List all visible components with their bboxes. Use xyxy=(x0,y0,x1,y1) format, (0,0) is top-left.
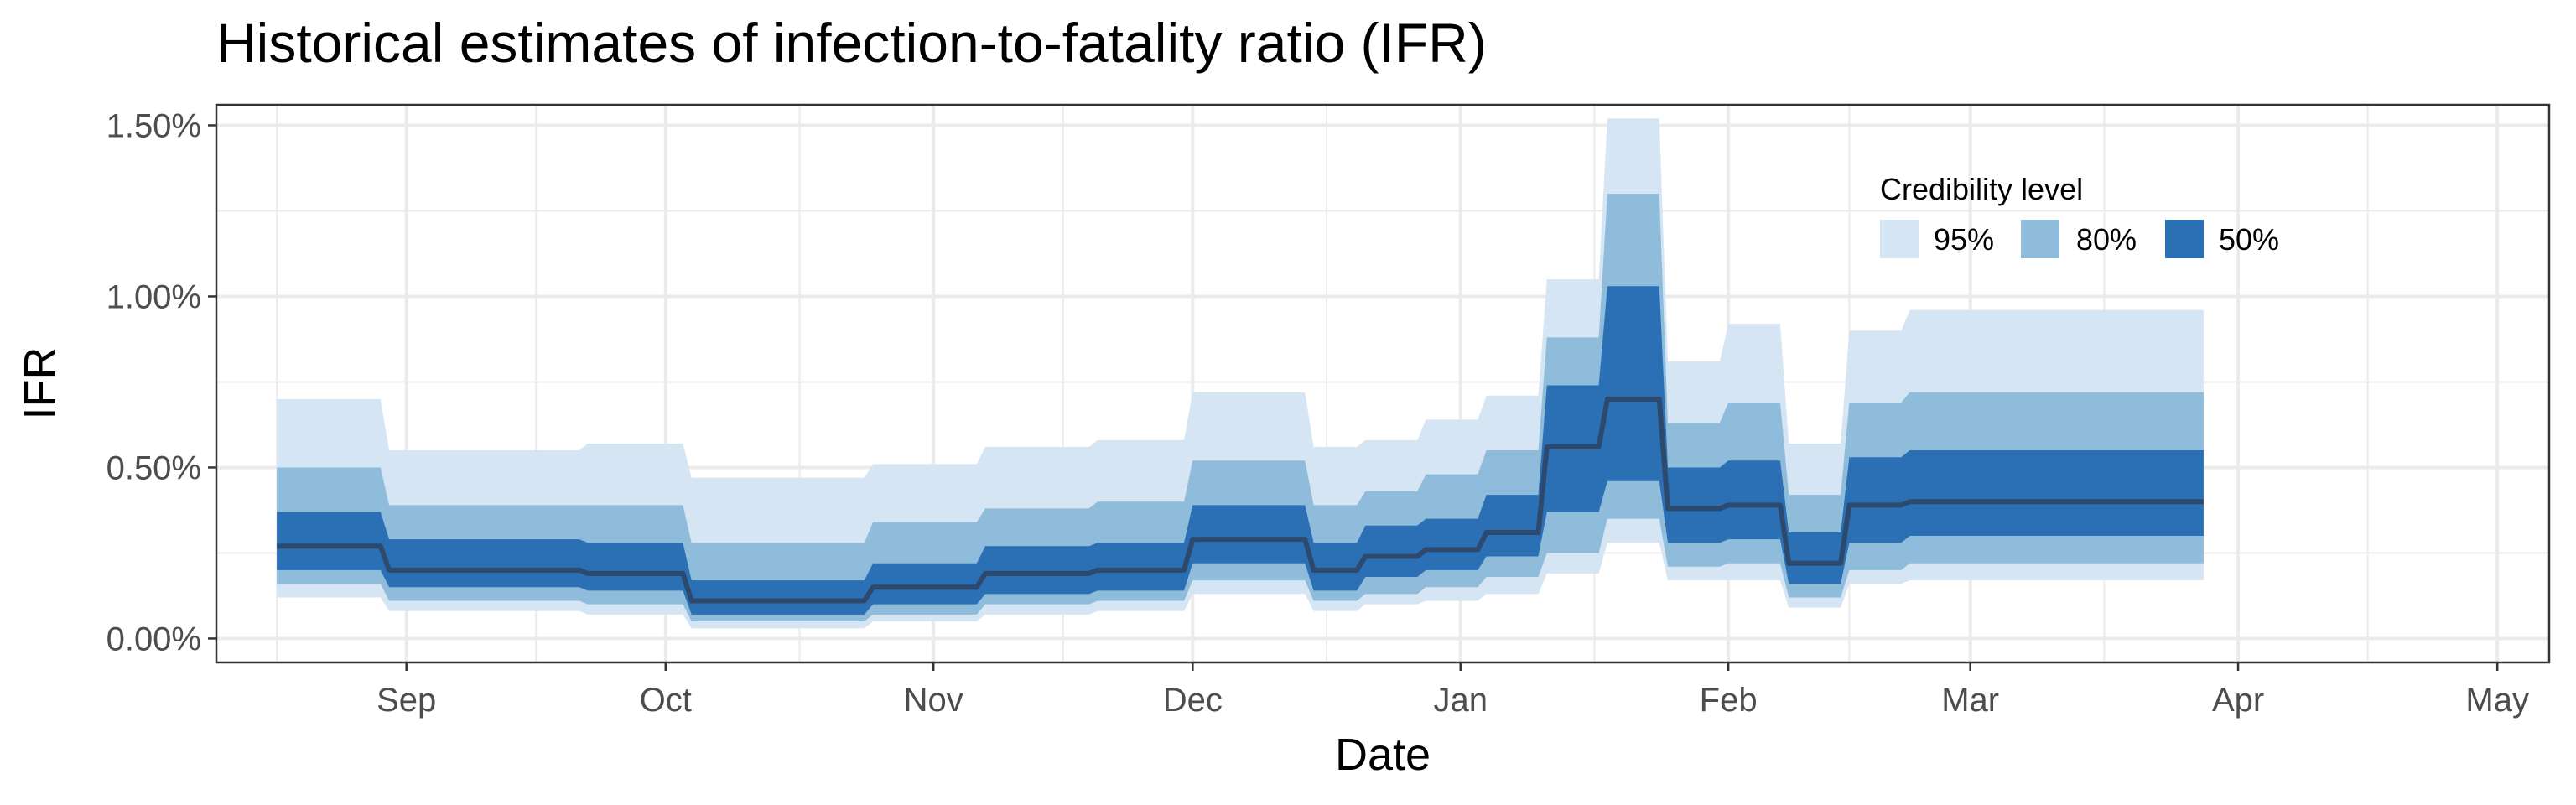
panel-border xyxy=(215,103,2551,664)
x-axis-title: Date xyxy=(1335,730,1431,780)
y-tick-label: 1.00% xyxy=(106,278,201,315)
chart-title: Historical estimates of infection-to-fat… xyxy=(216,12,1487,74)
x-tick-label: May xyxy=(2465,682,2529,719)
band-50 xyxy=(277,286,2204,615)
legend-label-80: 80% xyxy=(2076,222,2137,257)
x-tick-label: Nov xyxy=(904,682,963,719)
median-layer xyxy=(277,396,2204,604)
y-axis-title: IFR xyxy=(15,347,65,420)
y-tick-label: 1.50% xyxy=(106,107,201,144)
legend-swatch-80 xyxy=(2021,220,2059,258)
legend: Credibility level 95% 80% 50% xyxy=(1880,172,2279,258)
x-tick-label: Jan xyxy=(1433,682,1488,719)
legend-label-95: 95% xyxy=(1934,222,1994,257)
x-tick-label: Oct xyxy=(640,682,692,719)
legend-title: Credibility level xyxy=(1880,172,2083,206)
x-tick-label: Dec xyxy=(1163,682,1223,719)
x-axis-ticks: Sep Oct Nov Dec Jan Feb Mar Apr May xyxy=(377,662,2529,719)
legend-swatch-95 xyxy=(1880,220,1919,258)
legend-swatch-50 xyxy=(2165,220,2204,258)
x-tick-label: Feb xyxy=(1700,682,1758,719)
band-50-layer xyxy=(277,286,2204,615)
x-tick-label: Apr xyxy=(2212,682,2264,719)
legend-label-50: 50% xyxy=(2219,222,2279,257)
y-tick-label: 0.50% xyxy=(106,449,201,486)
median-line xyxy=(277,396,2204,604)
x-tick-label: Sep xyxy=(377,682,436,719)
y-tick-label: 0.00% xyxy=(106,621,201,657)
y-axis-ticks: 0.00% 0.50% 1.00% 1.50% xyxy=(106,107,216,657)
x-tick-label: Mar xyxy=(1941,682,1999,719)
